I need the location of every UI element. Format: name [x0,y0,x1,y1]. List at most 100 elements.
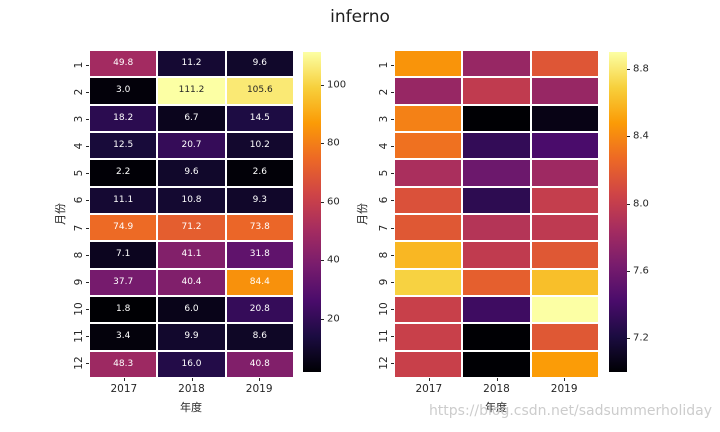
heatmap-cell [463,269,530,295]
heatmap-cell [395,160,462,186]
heatmap-cell [463,160,530,186]
heatmap-cell: 49.8 [90,51,157,77]
x-tick-mark [123,378,125,381]
heatmap-cell: 40.8 [226,351,293,377]
heatmap-cell [531,51,598,77]
y-tick-mark [86,363,89,365]
heatmap-cell: 9.3 [226,187,293,213]
left-y-axis-label: 月份 [54,203,67,225]
y-tick-label: 4 [73,142,85,150]
y-tick-mark [391,118,394,120]
y-tick-mark [86,118,89,120]
y-tick-mark [391,336,394,338]
y-tick-mark [86,309,89,311]
heatmap-cell [531,324,598,350]
heatmap-cell: 18.2 [90,105,157,131]
heatmap-cell [531,215,598,241]
heatmap-cell: 71.2 [158,215,225,241]
heatmap-cell: 111.2 [158,78,225,104]
right-x-axis-label: 年度 [485,401,507,414]
colorbar-tick-mark [321,318,324,320]
right-colorbar [609,52,627,372]
heatmap-cell: 10.2 [226,133,293,159]
left-colorbar [303,52,321,372]
heatmap-cell: 7.1 [90,242,157,268]
y-tick-mark [391,363,394,365]
x-tick-mark [191,378,193,381]
figure-title: inferno [330,7,390,27]
y-tick-mark [86,336,89,338]
x-tick-label: 2017 [110,383,138,395]
y-tick-label: 5 [378,169,390,177]
heatmap-cell: 10.8 [158,187,225,213]
y-tick-label: 4 [378,142,390,150]
colorbar-tick-label: 7.2 [633,332,649,344]
colorbar-tick-mark [627,203,630,205]
x-tick-label: 2019 [245,383,273,395]
x-tick-label: 2018 [483,383,510,395]
heatmap-cell [463,78,530,104]
colorbar-tick-label: 80 [327,137,340,149]
heatmap-cell [531,105,598,131]
y-tick-label: 10 [73,302,85,316]
y-tick-mark [391,309,394,311]
y-tick-label: 8 [73,251,85,259]
heatmap-cell [463,133,530,159]
heatmap-cell: 20.8 [226,297,293,323]
y-tick-mark [86,281,89,283]
heatmap-cell [463,105,530,131]
heatmap-cell: 37.7 [90,269,157,295]
heatmap-cell: 2.2 [90,160,157,186]
colorbar-tick-label: 100 [327,79,347,91]
y-tick-label: 3 [73,115,85,123]
y-tick-mark [391,281,394,283]
colorbar-tick-mark [321,84,324,86]
heatmap-cell [531,187,598,213]
heatmap-cell [463,51,530,77]
heatmap-cell [395,269,462,295]
y-tick-label: 2 [73,88,85,96]
heatmap-cell: 6.0 [158,297,225,323]
x-tick-mark [428,378,430,381]
left-heatmap-grid: 49.8 11.2 9.6 3.0 111.2 105.6 18.2 6.7 14.5 12.5 2… [90,51,293,377]
y-tick-mark [86,227,89,229]
x-tick-label: 2017 [415,383,443,395]
heatmap-cell: 73.8 [226,215,293,241]
colorbar-tick-mark [627,270,630,272]
colorbar-tick-mark [321,260,324,262]
heatmap-cell: 3.4 [90,324,157,350]
heatmap-cell [463,324,530,350]
y-tick-label: 6 [378,197,390,204]
colorbar-tick-mark [627,338,630,340]
heatmap-cell [395,78,462,104]
colorbar-tick-label: 7.6 [633,265,649,277]
heatmap-cell [395,133,462,159]
y-tick-label: 12 [378,356,390,371]
heatmap-cell: 9.6 [226,51,293,77]
y-tick-label: 6 [73,197,85,204]
heatmap-cell [395,351,462,377]
colorbar-tick-mark [627,136,630,138]
heatmap-cell [531,351,598,377]
colorbar-tick-label: 8.0 [633,198,649,210]
y-tick-label: 11 [378,329,390,343]
y-tick-label: 12 [73,356,85,371]
heatmap-cell [531,242,598,268]
heatmap-cell: 9.6 [158,160,225,186]
colorbar-tick-label: 8.4 [633,130,649,142]
y-tick-mark [86,64,89,66]
heatmap-cell [395,51,462,77]
heatmap-cell [395,297,462,323]
heatmap-cell: 16.0 [158,351,225,377]
heatmap-cell [395,105,462,131]
y-tick-label: 1 [73,61,85,68]
heatmap-cell [395,215,462,241]
heatmap-cell: 1.8 [90,297,157,323]
heatmap-cell [531,269,598,295]
heatmap-cell [463,187,530,213]
heatmap-cell: 8.6 [226,324,293,350]
x-tick-label: 2018 [178,383,205,395]
y-tick-mark [391,227,394,229]
heatmap-cell: 40.4 [158,269,225,295]
x-tick-mark [496,378,498,381]
